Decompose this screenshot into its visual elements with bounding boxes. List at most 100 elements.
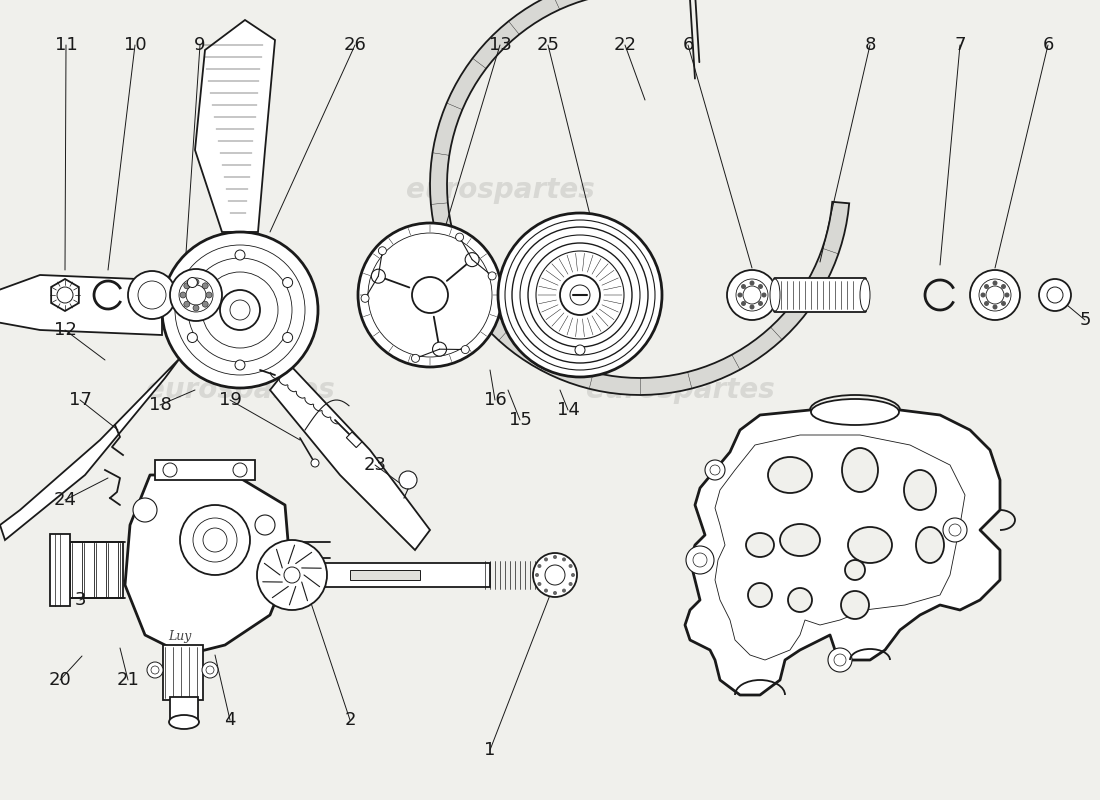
Circle shape	[1001, 284, 1006, 289]
Bar	[68, 542, 123, 598]
Circle shape	[455, 233, 463, 241]
Text: 16: 16	[484, 391, 506, 409]
Text: 5: 5	[1079, 311, 1091, 329]
Circle shape	[283, 278, 293, 287]
Circle shape	[741, 284, 746, 289]
Ellipse shape	[842, 591, 869, 619]
Circle shape	[358, 223, 502, 367]
Ellipse shape	[768, 457, 812, 493]
Circle shape	[538, 582, 541, 586]
Circle shape	[761, 293, 767, 298]
Circle shape	[170, 269, 222, 321]
Circle shape	[984, 284, 989, 289]
Circle shape	[180, 292, 186, 298]
Text: 19: 19	[219, 391, 241, 409]
Ellipse shape	[845, 560, 865, 580]
Circle shape	[235, 360, 245, 370]
Circle shape	[372, 269, 385, 283]
Bar	[50, 534, 70, 606]
Text: 24: 24	[54, 491, 77, 509]
Ellipse shape	[746, 533, 774, 557]
Text: Luy: Luy	[168, 630, 191, 643]
Ellipse shape	[848, 527, 892, 563]
Text: 13: 13	[488, 36, 512, 54]
Circle shape	[737, 293, 742, 298]
Circle shape	[562, 558, 566, 562]
Text: 26: 26	[343, 36, 366, 54]
Bar	[300, 563, 490, 587]
Bar	[346, 432, 362, 447]
Text: 10: 10	[123, 36, 146, 54]
Ellipse shape	[169, 715, 199, 729]
Circle shape	[758, 301, 763, 306]
Text: 25: 25	[537, 36, 560, 54]
Circle shape	[970, 270, 1020, 320]
Circle shape	[162, 232, 318, 388]
Text: 6: 6	[1043, 36, 1054, 54]
Polygon shape	[0, 358, 180, 540]
Circle shape	[984, 301, 989, 306]
Polygon shape	[685, 410, 1000, 695]
Text: 4: 4	[224, 711, 235, 729]
Circle shape	[498, 213, 662, 377]
Circle shape	[943, 518, 967, 542]
FancyBboxPatch shape	[774, 278, 866, 312]
Circle shape	[147, 662, 163, 678]
Text: eurospartes: eurospartes	[585, 376, 774, 404]
Ellipse shape	[904, 470, 936, 510]
Text: 22: 22	[614, 36, 637, 54]
Text: eurospartes: eurospartes	[145, 376, 334, 404]
Circle shape	[569, 582, 573, 586]
Circle shape	[255, 515, 275, 535]
Text: 9: 9	[195, 36, 206, 54]
Text: 14: 14	[557, 401, 580, 419]
Circle shape	[741, 301, 746, 306]
Circle shape	[544, 558, 548, 562]
Circle shape	[432, 342, 447, 356]
Polygon shape	[270, 365, 430, 550]
Circle shape	[465, 253, 480, 266]
Text: 12: 12	[54, 321, 76, 339]
Circle shape	[828, 648, 852, 672]
Text: 20: 20	[48, 671, 72, 689]
Text: eurospartes: eurospartes	[406, 176, 594, 204]
Circle shape	[569, 564, 573, 568]
Circle shape	[538, 564, 541, 568]
Circle shape	[575, 345, 585, 355]
Circle shape	[1004, 293, 1010, 298]
Text: 7: 7	[955, 36, 966, 54]
Text: 3: 3	[75, 591, 86, 609]
Circle shape	[192, 279, 199, 285]
Ellipse shape	[770, 279, 780, 311]
Circle shape	[488, 272, 496, 280]
Text: 6: 6	[682, 36, 694, 54]
Ellipse shape	[860, 279, 870, 311]
Circle shape	[133, 498, 157, 522]
Circle shape	[180, 505, 250, 575]
Text: 11: 11	[55, 36, 77, 54]
Circle shape	[399, 471, 417, 489]
Circle shape	[1001, 301, 1006, 306]
Bar	[350, 570, 420, 580]
Circle shape	[220, 290, 260, 330]
Circle shape	[535, 573, 539, 577]
Bar	[155, 460, 255, 480]
Circle shape	[206, 292, 212, 298]
Text: 8: 8	[865, 36, 876, 54]
Polygon shape	[125, 475, 290, 655]
Circle shape	[749, 305, 755, 310]
Circle shape	[283, 333, 293, 342]
Circle shape	[311, 459, 319, 467]
Circle shape	[187, 333, 197, 342]
Circle shape	[257, 540, 327, 610]
Circle shape	[184, 301, 190, 307]
Circle shape	[562, 589, 566, 593]
Circle shape	[705, 460, 725, 480]
Circle shape	[128, 271, 176, 319]
Bar	[163, 645, 204, 700]
Circle shape	[461, 346, 470, 354]
Text: 17: 17	[68, 391, 91, 409]
Text: 23: 23	[363, 456, 386, 474]
Circle shape	[163, 463, 177, 477]
Circle shape	[202, 301, 208, 307]
